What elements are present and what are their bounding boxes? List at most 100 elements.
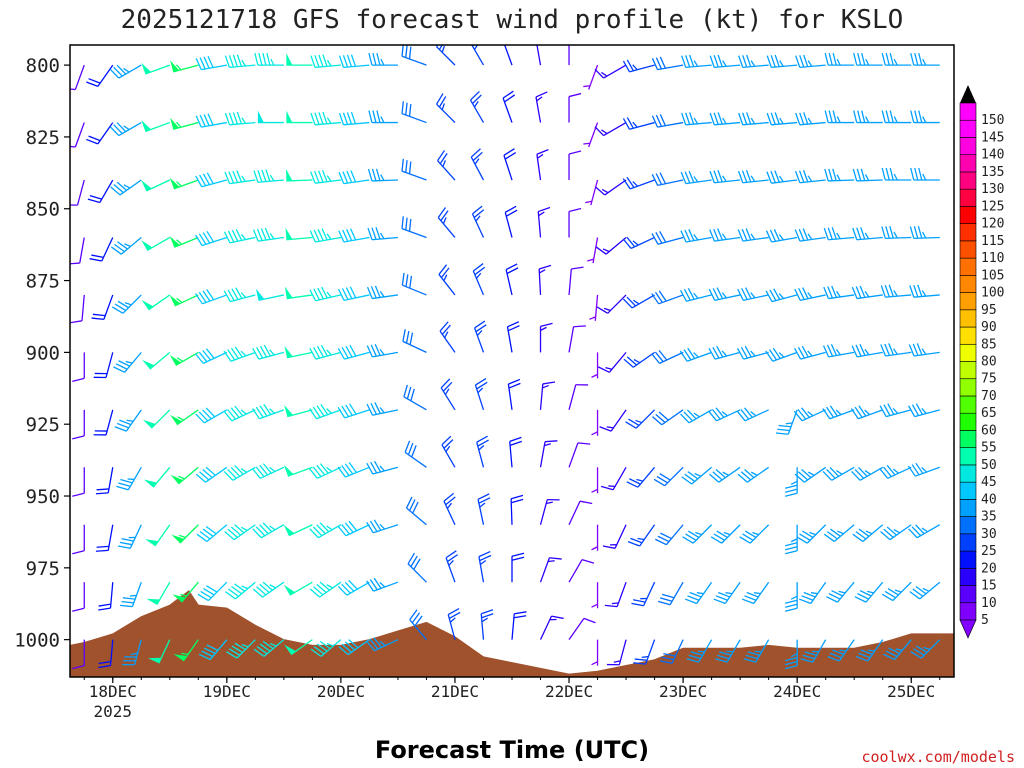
wind-barb — [366, 577, 399, 592]
wind-barb — [195, 55, 227, 71]
x-tick-label: 18DEC — [89, 682, 137, 701]
wind-barb — [785, 467, 798, 497]
wind-barb — [310, 169, 341, 184]
wind-barb — [404, 440, 427, 468]
x-tick-label: 20DEC — [317, 682, 365, 701]
wind-barb — [535, 91, 548, 123]
y-tick-label: 800 — [26, 55, 60, 77]
wind-barb — [538, 264, 552, 295]
wind-barb — [91, 294, 114, 321]
wind-barb — [401, 158, 427, 181]
wind-barb — [89, 237, 114, 262]
wind-barb — [587, 237, 599, 264]
wind-barb — [118, 524, 142, 549]
x-tick-label: 25DEC — [887, 682, 935, 701]
x-tick-label: 19DEC — [203, 682, 251, 701]
wind-barb — [223, 405, 256, 422]
wind-barb — [338, 639, 370, 656]
wind-barb — [539, 381, 556, 410]
wind-barb — [622, 117, 655, 130]
colorbar-label: 140 — [981, 148, 1004, 163]
wind-barb — [651, 349, 684, 364]
wind-barb — [908, 343, 940, 357]
wind-barb — [679, 288, 712, 302]
wind-barb — [651, 290, 684, 305]
wind-barb — [583, 122, 599, 148]
wind-barb — [441, 435, 456, 468]
wind-barb — [568, 266, 584, 295]
wind-barb — [447, 607, 461, 640]
colorbar-label: 130 — [981, 182, 1004, 197]
wind-barb — [910, 167, 940, 181]
colorbar-label: 15 — [981, 579, 997, 594]
wind-barb — [113, 351, 142, 373]
wind-barb — [910, 639, 941, 659]
wind-barb — [766, 54, 798, 69]
wind-barb — [470, 148, 485, 181]
wind-barb — [625, 409, 656, 429]
colorbar-swatch — [959, 223, 977, 242]
wind-barb — [736, 407, 769, 422]
colorbar-label: 60 — [981, 423, 997, 438]
colorbar: 5 10 15 20 25 30 35 40 45 50 55 60 65 70 75 80 85 90 95 100… — [959, 85, 1004, 639]
wind-barb — [93, 409, 114, 436]
wind-barb — [286, 53, 313, 66]
wind-barb — [686, 639, 713, 663]
wind-barb — [679, 347, 712, 362]
wind-barb — [480, 609, 494, 640]
colorbar-label: 25 — [981, 544, 997, 559]
wind-barb — [536, 45, 542, 66]
wind-barb — [539, 440, 558, 468]
wind-barb — [743, 639, 770, 663]
y-tick-label: 875 — [26, 271, 60, 293]
wind-barb — [251, 404, 285, 420]
colorbar-label: 145 — [981, 130, 1004, 145]
wind-barb — [765, 229, 798, 243]
credit-label: coolwx.com/models — [861, 748, 1015, 766]
wind-barb — [684, 581, 713, 605]
wind-barb — [366, 285, 399, 300]
wind-barb — [785, 582, 798, 612]
colorbar-swatch — [959, 171, 977, 190]
wind-barb — [852, 168, 883, 182]
wind-barb — [658, 581, 684, 606]
wind-barb — [197, 581, 228, 602]
wind-barb — [909, 284, 940, 298]
colorbar-label: 85 — [981, 337, 997, 352]
wind-barb — [252, 463, 285, 479]
colorbar-label: 135 — [981, 165, 1004, 180]
wind-barb — [402, 329, 427, 353]
wind-barb — [366, 460, 399, 475]
wind-barb — [881, 110, 912, 124]
wind-barb — [120, 581, 142, 608]
colorbar-label: 40 — [981, 492, 997, 507]
wind-barb — [633, 639, 656, 665]
wind-barb — [223, 346, 256, 362]
wind-barb — [509, 436, 522, 468]
wind-barb — [568, 325, 586, 353]
wind-barb — [141, 120, 171, 133]
wind-barb — [366, 402, 399, 416]
wind-barb — [141, 294, 171, 311]
wind-barb — [503, 45, 513, 66]
wind-barb — [338, 111, 370, 126]
wind-barb — [591, 467, 599, 494]
wind-barb — [170, 466, 199, 485]
wind-barb — [794, 466, 827, 483]
wind-barb — [850, 405, 883, 420]
wind-barb — [368, 52, 398, 66]
wind-barb — [710, 524, 741, 544]
wind-barb — [224, 524, 256, 541]
wind-barb — [309, 404, 342, 420]
wind-barb — [775, 409, 798, 435]
colorbar-swatch — [959, 326, 977, 345]
wind-barb — [142, 409, 171, 429]
wind-barb — [622, 59, 655, 73]
wind-barb — [401, 101, 427, 124]
wind-barb — [854, 581, 884, 603]
wind-barb — [659, 639, 684, 664]
wind-barb — [284, 286, 313, 300]
wind-barb — [798, 581, 827, 605]
colorbar-bottom-arrow — [959, 619, 977, 639]
colorbar-swatch — [959, 188, 977, 207]
